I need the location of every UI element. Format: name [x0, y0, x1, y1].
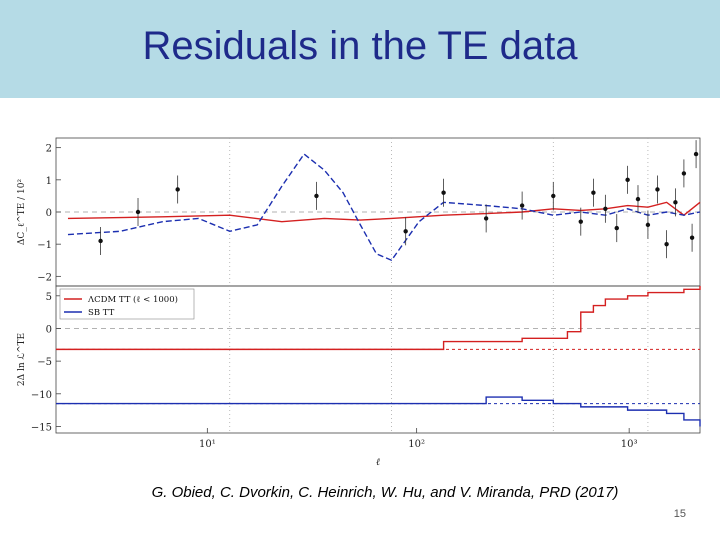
- top-y-axis-label: ΔC_ℓ^TE / 10²: [17, 179, 27, 246]
- top-data-point: [551, 193, 556, 199]
- top-data-point: [135, 209, 141, 215]
- top-data-point: [578, 219, 583, 224]
- top-y-tick-label: 1: [46, 176, 52, 187]
- top-data-point: [645, 222, 651, 228]
- top-data-point: [98, 238, 103, 244]
- top-data-point: [483, 216, 489, 221]
- top-data-point: [635, 196, 641, 202]
- top-data-point: [519, 203, 525, 208]
- top-data-point: [625, 177, 630, 183]
- bottom-x-tick-label: 10³: [621, 439, 638, 450]
- top-data-point: [664, 241, 669, 247]
- top-data-point: [681, 171, 687, 176]
- slide-title: Residuals in the TE data: [142, 24, 578, 68]
- top-data-point: [614, 225, 619, 231]
- bottom-legend: ΛCDM TT (ℓ < 1000) SB TT: [59, 288, 195, 320]
- bottom-x-tick-label: 10²: [408, 439, 425, 450]
- top-data-point: [689, 235, 695, 240]
- legend-box: [59, 288, 195, 320]
- legend-entry: ΛCDM TT (ℓ < 1000): [87, 294, 178, 305]
- top-panel: 2 1 0 −1 −2 ΔC_ℓ^TE / 10²: [17, 137, 701, 287]
- bottom-y-tick-label: 0: [46, 324, 52, 335]
- bottom-y-axis-label: 2Δ ln ℒ^TE: [17, 333, 27, 386]
- bottom-series-line-1: [56, 286, 701, 351]
- bottom-y-tick-label: −10: [31, 390, 52, 401]
- bottom-series-line-2: [56, 396, 701, 427]
- bottom-x-tick-label: 10¹: [199, 439, 216, 450]
- legend-entry: SB TT: [88, 308, 115, 318]
- top-data-point: [603, 206, 608, 211]
- citation: G. Obied, C. Dvorkin, C. Heinrich, W. Hu…: [151, 484, 619, 501]
- top-data-point: [441, 190, 446, 195]
- top-data-point: [175, 187, 180, 192]
- top-data-point: [403, 229, 408, 234]
- title-band: [0, 0, 720, 98]
- top-frame: [55, 137, 701, 287]
- top-series-line-2: [67, 153, 701, 262]
- top-series-line-1: [67, 201, 701, 223]
- top-data-point: [314, 193, 319, 199]
- top-y-tick-label: 2: [46, 144, 52, 155]
- top-data-point: [693, 151, 699, 157]
- top-y-tick-label: −2: [37, 272, 52, 283]
- bottom-frame: [55, 285, 701, 434]
- top-data-point: [655, 187, 660, 192]
- top-data-point: [591, 190, 596, 195]
- bottom-y-tick-label: −5: [37, 357, 52, 368]
- figure: 2 1 0 −1 −2 ΔC_ℓ^TE / 10² 5 0 −5 −10 −15 2Δ ln ℒ^T…: [0, 128, 720, 470]
- residuals-figure: 2 1 0 −1 −2 ΔC_ℓ^TE / 10² 5 0 −5 −10 −15 2Δ ln ℒ^T…: [17, 137, 701, 468]
- top-y-tick-label: −1: [37, 240, 52, 251]
- bottom-x-axis-label: ℓ: [376, 457, 380, 468]
- top-y-tick-label: 0: [46, 208, 52, 219]
- page-number: 15: [673, 508, 686, 520]
- bottom-y-tick-label: −15: [31, 422, 52, 433]
- top-data-point: [673, 200, 678, 205]
- bottom-panel: 5 0 −5 −10 −15 2Δ ln ℒ^TE ΛCDM TT (ℓ < 1000) SB…: [17, 285, 701, 468]
- bottom-y-tick-label: 5: [46, 292, 52, 303]
